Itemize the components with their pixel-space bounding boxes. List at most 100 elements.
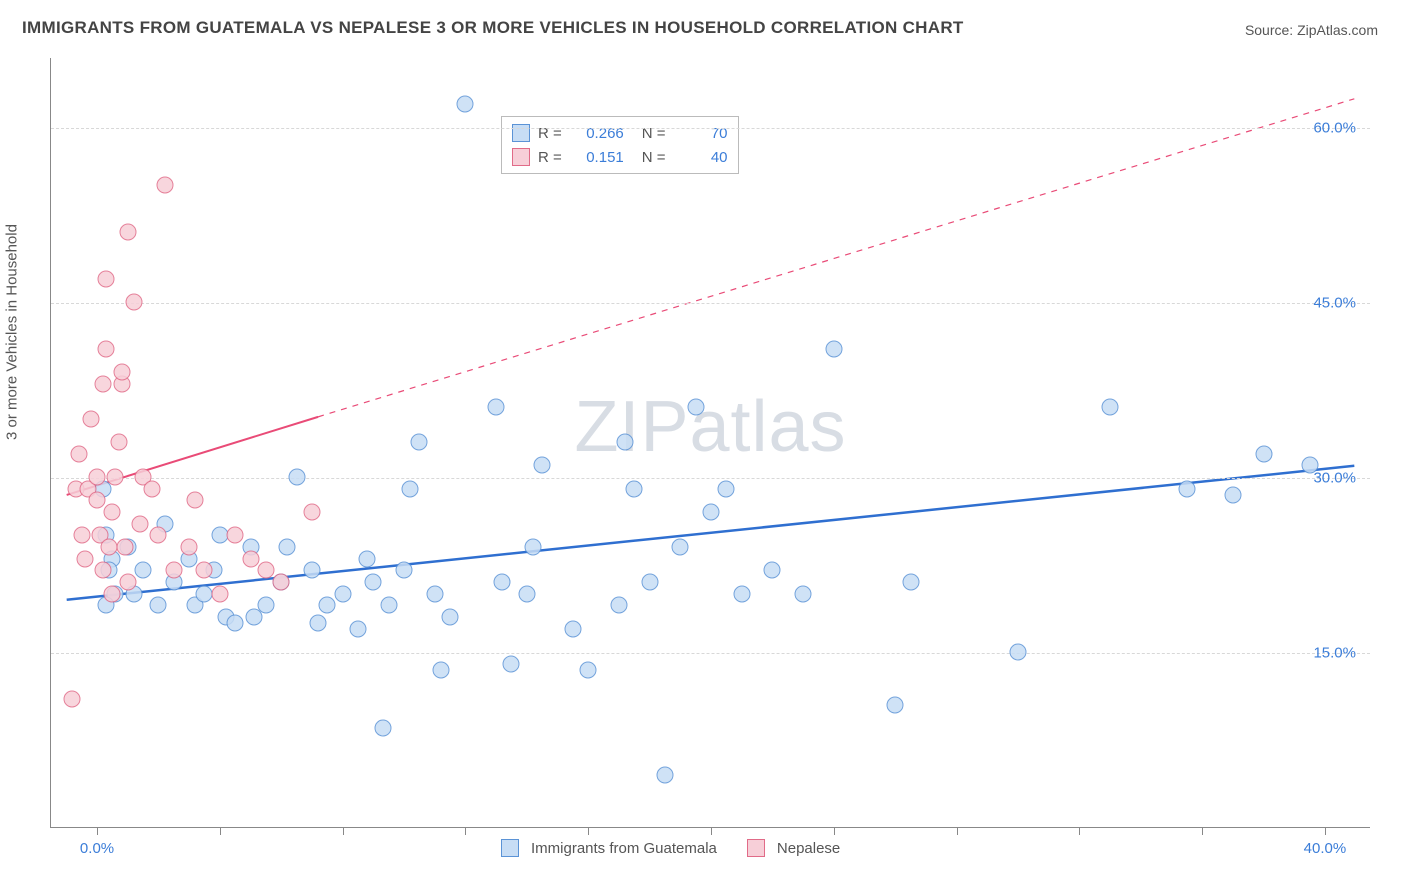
point-nepalese: [227, 527, 244, 544]
point-guatemala: [319, 597, 336, 614]
point-nepalese: [242, 550, 259, 567]
y-axis-label: 3 or more Vehicles in Household: [4, 224, 21, 440]
point-guatemala: [641, 574, 658, 591]
point-nepalese: [95, 562, 112, 579]
point-guatemala: [135, 562, 152, 579]
legend-n-label: N =: [642, 149, 666, 166]
point-nepalese: [181, 539, 198, 556]
y-tick-label: 45.0%: [1313, 295, 1356, 312]
source-value: ZipAtlas.com: [1297, 22, 1378, 38]
source-label: Source:: [1245, 22, 1293, 38]
watermark-text: ZIPatlas: [574, 386, 846, 468]
point-guatemala: [442, 609, 459, 626]
point-guatemala: [359, 550, 376, 567]
point-guatemala: [703, 504, 720, 521]
point-guatemala: [1255, 445, 1272, 462]
point-guatemala: [432, 661, 449, 678]
point-nepalese: [98, 270, 115, 287]
gridline: [51, 478, 1370, 479]
trend-line: [318, 99, 1354, 417]
point-guatemala: [1009, 644, 1026, 661]
point-nepalese: [89, 469, 106, 486]
gridline: [51, 128, 1370, 129]
point-guatemala: [227, 614, 244, 631]
point-nepalese: [110, 434, 127, 451]
x-tick: [588, 827, 589, 835]
point-nepalese: [257, 562, 274, 579]
point-guatemala: [488, 399, 505, 416]
x-tick: [834, 827, 835, 835]
point-nepalese: [82, 410, 99, 427]
chart-title: IMMIGRANTS FROM GUATEMALA VS NEPALESE 3 …: [22, 18, 964, 38]
point-nepalese: [187, 492, 204, 509]
point-nepalese: [113, 364, 130, 381]
point-guatemala: [656, 766, 673, 783]
point-nepalese: [273, 574, 290, 591]
point-nepalese: [119, 574, 136, 591]
point-nepalese: [132, 515, 149, 532]
point-nepalese: [144, 480, 161, 497]
x-tick: [220, 827, 221, 835]
legend-swatch: [512, 148, 530, 166]
x-tick-label: 0.0%: [80, 840, 114, 857]
point-guatemala: [257, 597, 274, 614]
legend-swatch: [512, 124, 530, 142]
point-guatemala: [411, 434, 428, 451]
point-nepalese: [98, 340, 115, 357]
point-guatemala: [1102, 399, 1119, 416]
point-guatemala: [564, 620, 581, 637]
point-guatemala: [303, 562, 320, 579]
gridline: [51, 303, 1370, 304]
point-nepalese: [104, 585, 121, 602]
point-guatemala: [503, 655, 520, 672]
point-guatemala: [617, 434, 634, 451]
point-nepalese: [119, 224, 136, 241]
point-nepalese: [70, 445, 87, 462]
point-guatemala: [902, 574, 919, 591]
x-tick: [1202, 827, 1203, 835]
legend-swatch: [747, 839, 765, 857]
x-tick: [465, 827, 466, 835]
x-tick: [97, 827, 98, 835]
legend-r-label: R =: [538, 149, 562, 166]
point-nepalese: [303, 504, 320, 521]
source-credit: Source: ZipAtlas.com: [1245, 22, 1378, 38]
point-nepalese: [76, 550, 93, 567]
x-tick: [1325, 827, 1326, 835]
x-tick: [957, 827, 958, 835]
point-guatemala: [494, 574, 511, 591]
point-guatemala: [374, 719, 391, 736]
x-tick: [1079, 827, 1080, 835]
legend-n-value: 40: [678, 149, 728, 166]
x-tick: [711, 827, 712, 835]
point-guatemala: [795, 585, 812, 602]
point-guatemala: [825, 340, 842, 357]
point-guatemala: [534, 457, 551, 474]
point-guatemala: [334, 585, 351, 602]
x-tick-label: 40.0%: [1304, 840, 1347, 857]
point-guatemala: [349, 620, 366, 637]
point-nepalese: [95, 375, 112, 392]
point-nepalese: [116, 539, 133, 556]
point-guatemala: [396, 562, 413, 579]
point-nepalese: [104, 504, 121, 521]
trend-line: [67, 466, 1355, 600]
point-guatemala: [672, 539, 689, 556]
point-guatemala: [310, 614, 327, 631]
point-guatemala: [718, 480, 735, 497]
legend-r-value: 0.151: [574, 149, 624, 166]
point-nepalese: [107, 469, 124, 486]
point-nepalese: [165, 562, 182, 579]
correlation-legend: R =0.266N =70 R = 0.151 N = 40: [501, 116, 739, 174]
point-nepalese: [150, 527, 167, 544]
legend-row: R =0.266N =70: [512, 121, 728, 145]
y-tick-label: 30.0%: [1313, 470, 1356, 487]
point-guatemala: [518, 585, 535, 602]
point-guatemala: [279, 539, 296, 556]
point-nepalese: [196, 562, 213, 579]
point-guatemala: [457, 95, 474, 112]
legend-row: R = 0.151 N = 40: [512, 145, 728, 169]
y-tick-label: 60.0%: [1313, 120, 1356, 137]
point-guatemala: [380, 597, 397, 614]
point-guatemala: [1178, 480, 1195, 497]
